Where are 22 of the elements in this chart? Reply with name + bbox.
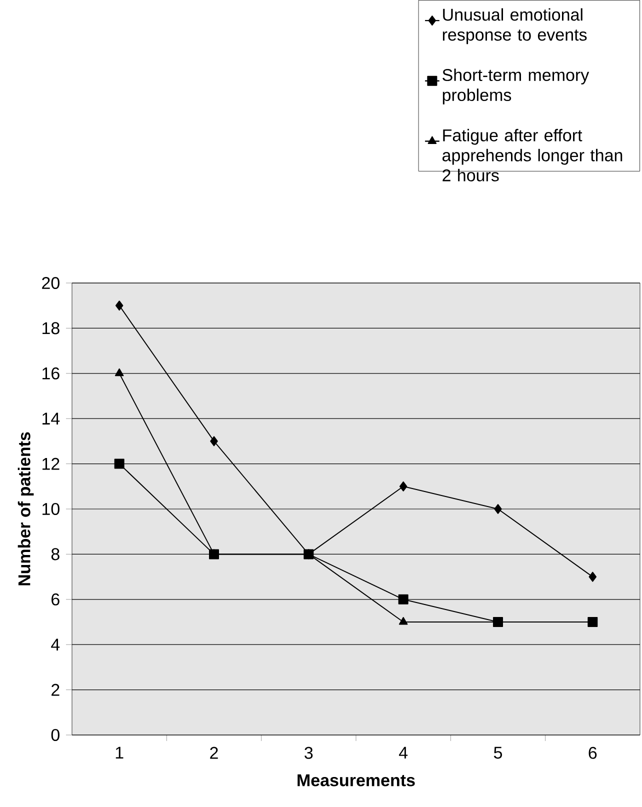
y-tick-label: 20 bbox=[42, 276, 60, 290]
x-tick-label: 2 bbox=[210, 746, 218, 759]
y-axis-title: Number of patients bbox=[18, 432, 34, 586]
y-tick-label: 2 bbox=[52, 684, 60, 696]
x-tick-label: 4 bbox=[398, 746, 408, 759]
y-tick-label: 16 bbox=[42, 367, 60, 380]
y-tick-label: 8 bbox=[51, 548, 60, 560]
y-tick-label: 14 bbox=[42, 412, 60, 424]
legend-label: Unusual emotional response to events bbox=[442, 8, 587, 44]
x-tick-label: 1 bbox=[116, 746, 124, 759]
y-tick-label: 6 bbox=[52, 593, 60, 606]
x-axis-title: Measurements bbox=[298, 774, 415, 786]
y-tick-label: 12 bbox=[42, 458, 60, 470]
x-tick-label: 3 bbox=[304, 746, 313, 759]
legend-label: Fatigue after effort apprehends longer than 2 hours bbox=[442, 128, 622, 182]
x-tick-label: 6 bbox=[588, 746, 597, 759]
legend-label: Short-term memory problems bbox=[442, 68, 590, 104]
x-tick-label: 5 bbox=[494, 746, 502, 759]
y-tick-label: 18 bbox=[42, 322, 60, 334]
y-tick-label: 0 bbox=[51, 728, 60, 742]
y-tick-label: 4 bbox=[51, 638, 60, 650]
y-tick-label: 10 bbox=[42, 502, 60, 516]
